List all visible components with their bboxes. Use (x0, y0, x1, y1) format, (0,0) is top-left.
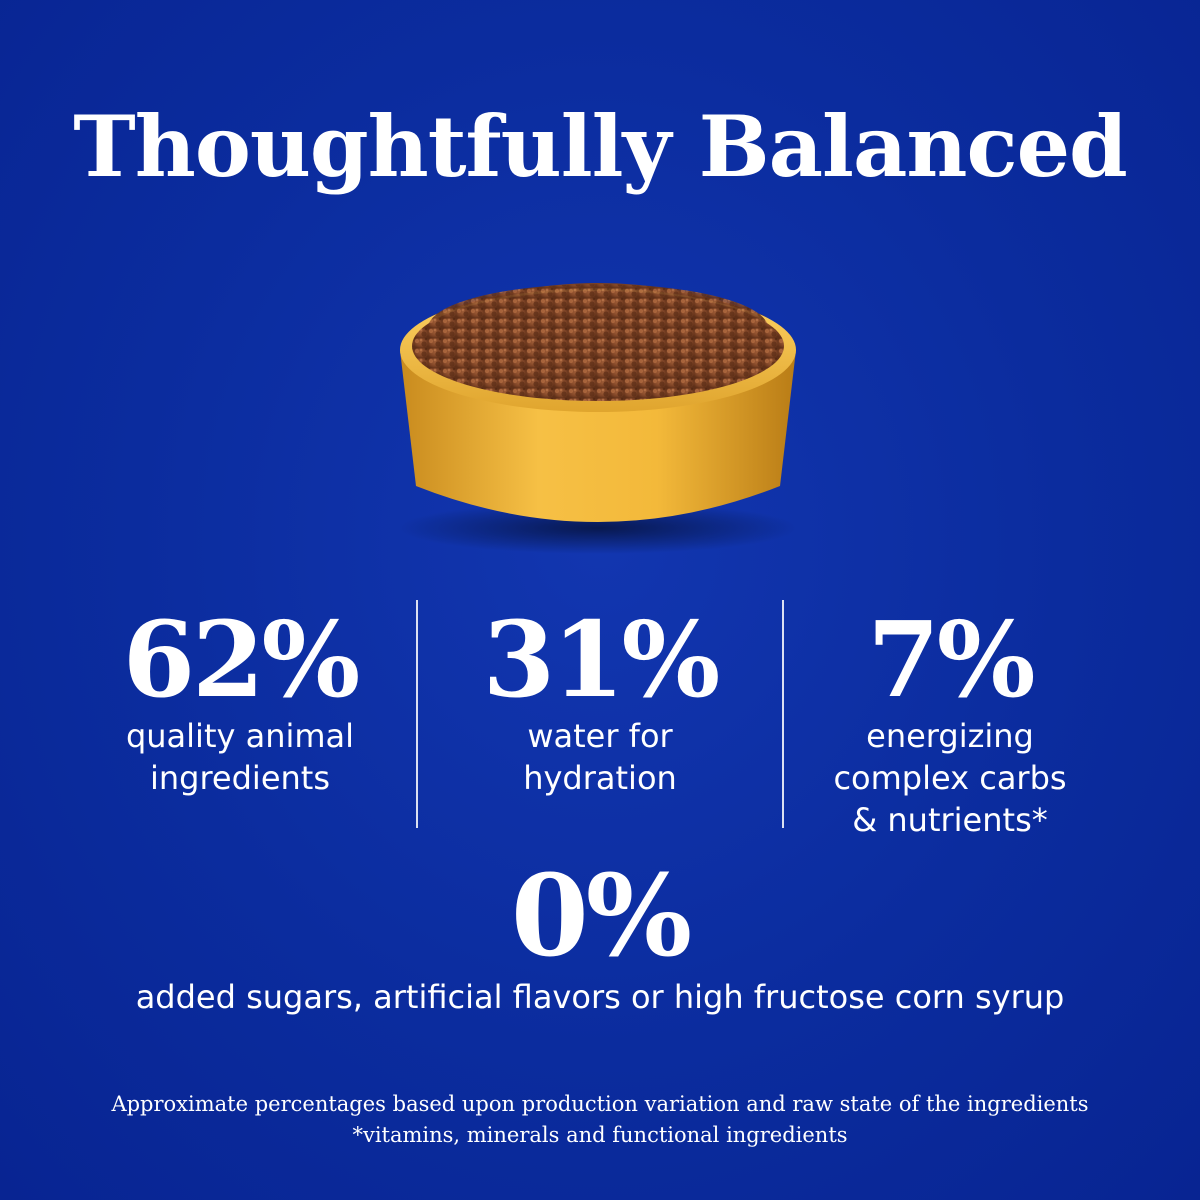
stat-description-line: added sugars, artificial flavors or high… (135, 978, 1065, 1016)
stat-value: 7% (867, 598, 1035, 721)
stat-value: 31% (482, 598, 721, 721)
stat-description-line: ingredients (149, 759, 330, 797)
stat-value: 0% (510, 851, 692, 982)
stat-description-line: complex carbs (833, 759, 1067, 797)
stat-description-line: water for (527, 717, 673, 755)
divider (416, 600, 418, 828)
stat-description-line: quality animal (125, 717, 355, 755)
stat-description-line: & nutrients* (852, 801, 1048, 839)
stat-added-sugars: 0% added sugars, artificial flavors or h… (60, 851, 1140, 1018)
divider (782, 600, 784, 828)
food-bowl-icon (386, 258, 810, 558)
stat-description-line: energizing (866, 717, 1034, 755)
stat-value: 62% (122, 598, 361, 721)
stat-animal-ingredients: 62% quality animal ingredients (90, 605, 390, 799)
stat-water: 31% water for hydration (440, 605, 760, 799)
footnote-nutrients: *vitamins, minerals and functional ingre… (352, 1123, 848, 1147)
stat-carbs-nutrients: 7% energizing complex carbs & nutrients* (800, 605, 1100, 841)
stat-description-line: hydration (523, 759, 677, 797)
page-title: Thoughtfully Balanced (73, 97, 1128, 196)
footnote-percentages: Approximate percentages based upon produ… (111, 1092, 1089, 1116)
